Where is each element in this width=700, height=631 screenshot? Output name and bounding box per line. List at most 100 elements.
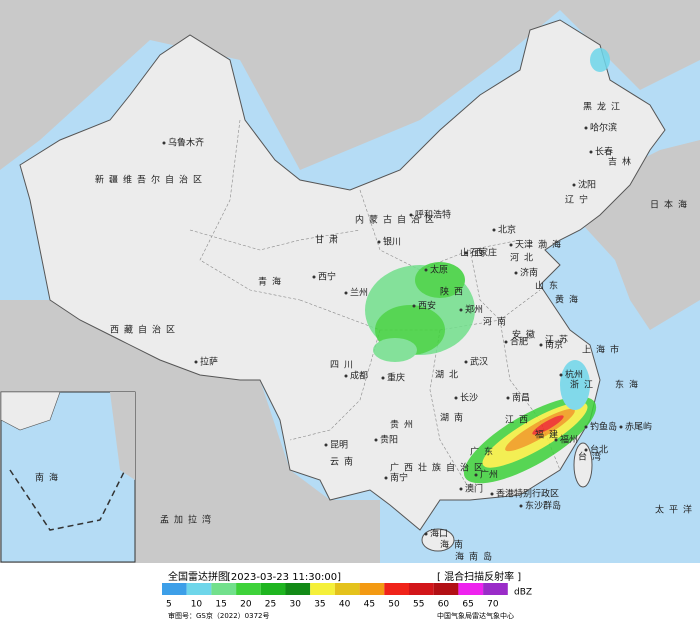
legend-swatch (433, 583, 459, 595)
legend-value: 50 (388, 600, 400, 610)
legend-value: 65 (462, 600, 473, 610)
legend-value: 10 (191, 600, 203, 610)
legend-swatch (236, 583, 261, 595)
city-dot (412, 304, 416, 308)
city-dot (344, 374, 348, 378)
city-dot (464, 360, 468, 364)
region-label: 云南 (330, 456, 358, 468)
legend-value: 40 (339, 600, 351, 610)
city-dot (490, 492, 494, 496)
legend-value: 20 (240, 600, 252, 610)
product: [ 混合扫描反射率 ] (437, 570, 521, 583)
legend-value: 55 (413, 600, 424, 610)
city-dot (559, 373, 563, 377)
timestamp: [2023-03-23 11:30:00] (227, 572, 341, 583)
city-dot (459, 487, 463, 491)
china-land (19, 19, 666, 531)
region-label: 湖北 (435, 370, 463, 381)
region-label: 海南岛 (455, 551, 497, 563)
region-label: 孟加拉湾 (160, 514, 216, 526)
region-label: 山西 (460, 248, 488, 259)
legend-value: 35 (314, 600, 325, 610)
city-label: 合肥 (510, 336, 528, 348)
city-label: 拉萨 (200, 356, 218, 368)
city-dot (424, 532, 428, 536)
legend-value: 45 (364, 600, 375, 610)
city-label: 长春 (595, 146, 613, 158)
city-label: 海口 (430, 528, 448, 540)
city-dot (619, 425, 623, 429)
radar-echo (365, 48, 610, 484)
city-label: 济南 (520, 267, 538, 279)
city-dot (464, 251, 468, 255)
region-label: 海南 (440, 539, 468, 551)
city-label: 银川 (383, 236, 401, 248)
region-label: 江西 (505, 415, 533, 426)
legend-swatch (334, 583, 360, 595)
city-label: 兰州 (350, 287, 368, 299)
city-label: 西宁 (318, 271, 336, 283)
legend-value: 25 (265, 600, 276, 610)
region-label: 山东 (535, 280, 563, 292)
city-label: 福州 (560, 434, 578, 446)
region-label: 渤海 (538, 239, 566, 251)
city-dot (474, 473, 478, 477)
region-label: 青海 (258, 276, 286, 288)
legend-value: 70 (487, 600, 499, 610)
legend-swatch (359, 583, 385, 595)
city-label: 呼和浩特 (415, 209, 451, 221)
region-label: 辽宁 (565, 194, 593, 206)
city-dot (506, 396, 510, 400)
city-label: 昆明 (330, 440, 348, 451)
city-dot (572, 183, 576, 187)
region-label: 西藏自治区 (110, 324, 180, 336)
city-label: 武汉 (470, 356, 488, 368)
region-label: 贵州 (390, 419, 418, 431)
region-label: 台湾 (578, 451, 606, 463)
region-label: 江苏 (545, 334, 573, 346)
city-dot (459, 308, 463, 312)
city-dot (312, 275, 316, 279)
region-label: 日本海 (650, 199, 692, 211)
city-dot (424, 268, 428, 272)
legend-value: 15 (215, 600, 226, 610)
city-label: 长沙 (460, 392, 478, 404)
region-label: 甘肃 (315, 234, 343, 246)
inset (0, 391, 136, 563)
city-label: 成都 (350, 370, 368, 382)
legend-swatch (458, 583, 484, 595)
region-label: 广东 (470, 446, 498, 458)
legend-swatch (409, 583, 434, 595)
legend-value: 60 (438, 600, 450, 610)
city-dot (514, 271, 518, 275)
region-label: 上海市 (582, 344, 624, 356)
unit: dBZ (514, 588, 532, 598)
legend-swatch (483, 583, 508, 595)
city-dot (584, 126, 588, 130)
legend-swatch (310, 583, 335, 595)
city-label: 天津 (515, 240, 533, 251)
hainan-island (421, 528, 455, 552)
city-label: 南京 (545, 339, 563, 351)
region-label: 东海 (615, 379, 643, 391)
city-label: 澳门 (465, 483, 483, 495)
city-dot (374, 438, 378, 442)
city-label: 杭州 (565, 369, 583, 381)
city-label: 东沙群岛 (525, 500, 561, 512)
legend-swatch (384, 583, 409, 595)
city-dot (409, 213, 413, 217)
legend-value: 5 (166, 600, 172, 610)
region-label: 黄海 (555, 294, 583, 306)
city-dot (162, 141, 166, 145)
region-label: 四川 (330, 361, 358, 371)
region-label: 新疆维吾尔自治区 (95, 174, 207, 186)
source: 中国气象局雷达气象中心 (437, 611, 514, 620)
legend-swatch (260, 583, 286, 595)
city-label: 沈阳 (578, 179, 596, 191)
city-label: 太原 (430, 264, 448, 276)
city-dot (377, 240, 381, 244)
region-label: 黑龙江 (583, 101, 625, 113)
city-dot (554, 438, 558, 442)
city-label: 贵阳 (380, 434, 398, 446)
